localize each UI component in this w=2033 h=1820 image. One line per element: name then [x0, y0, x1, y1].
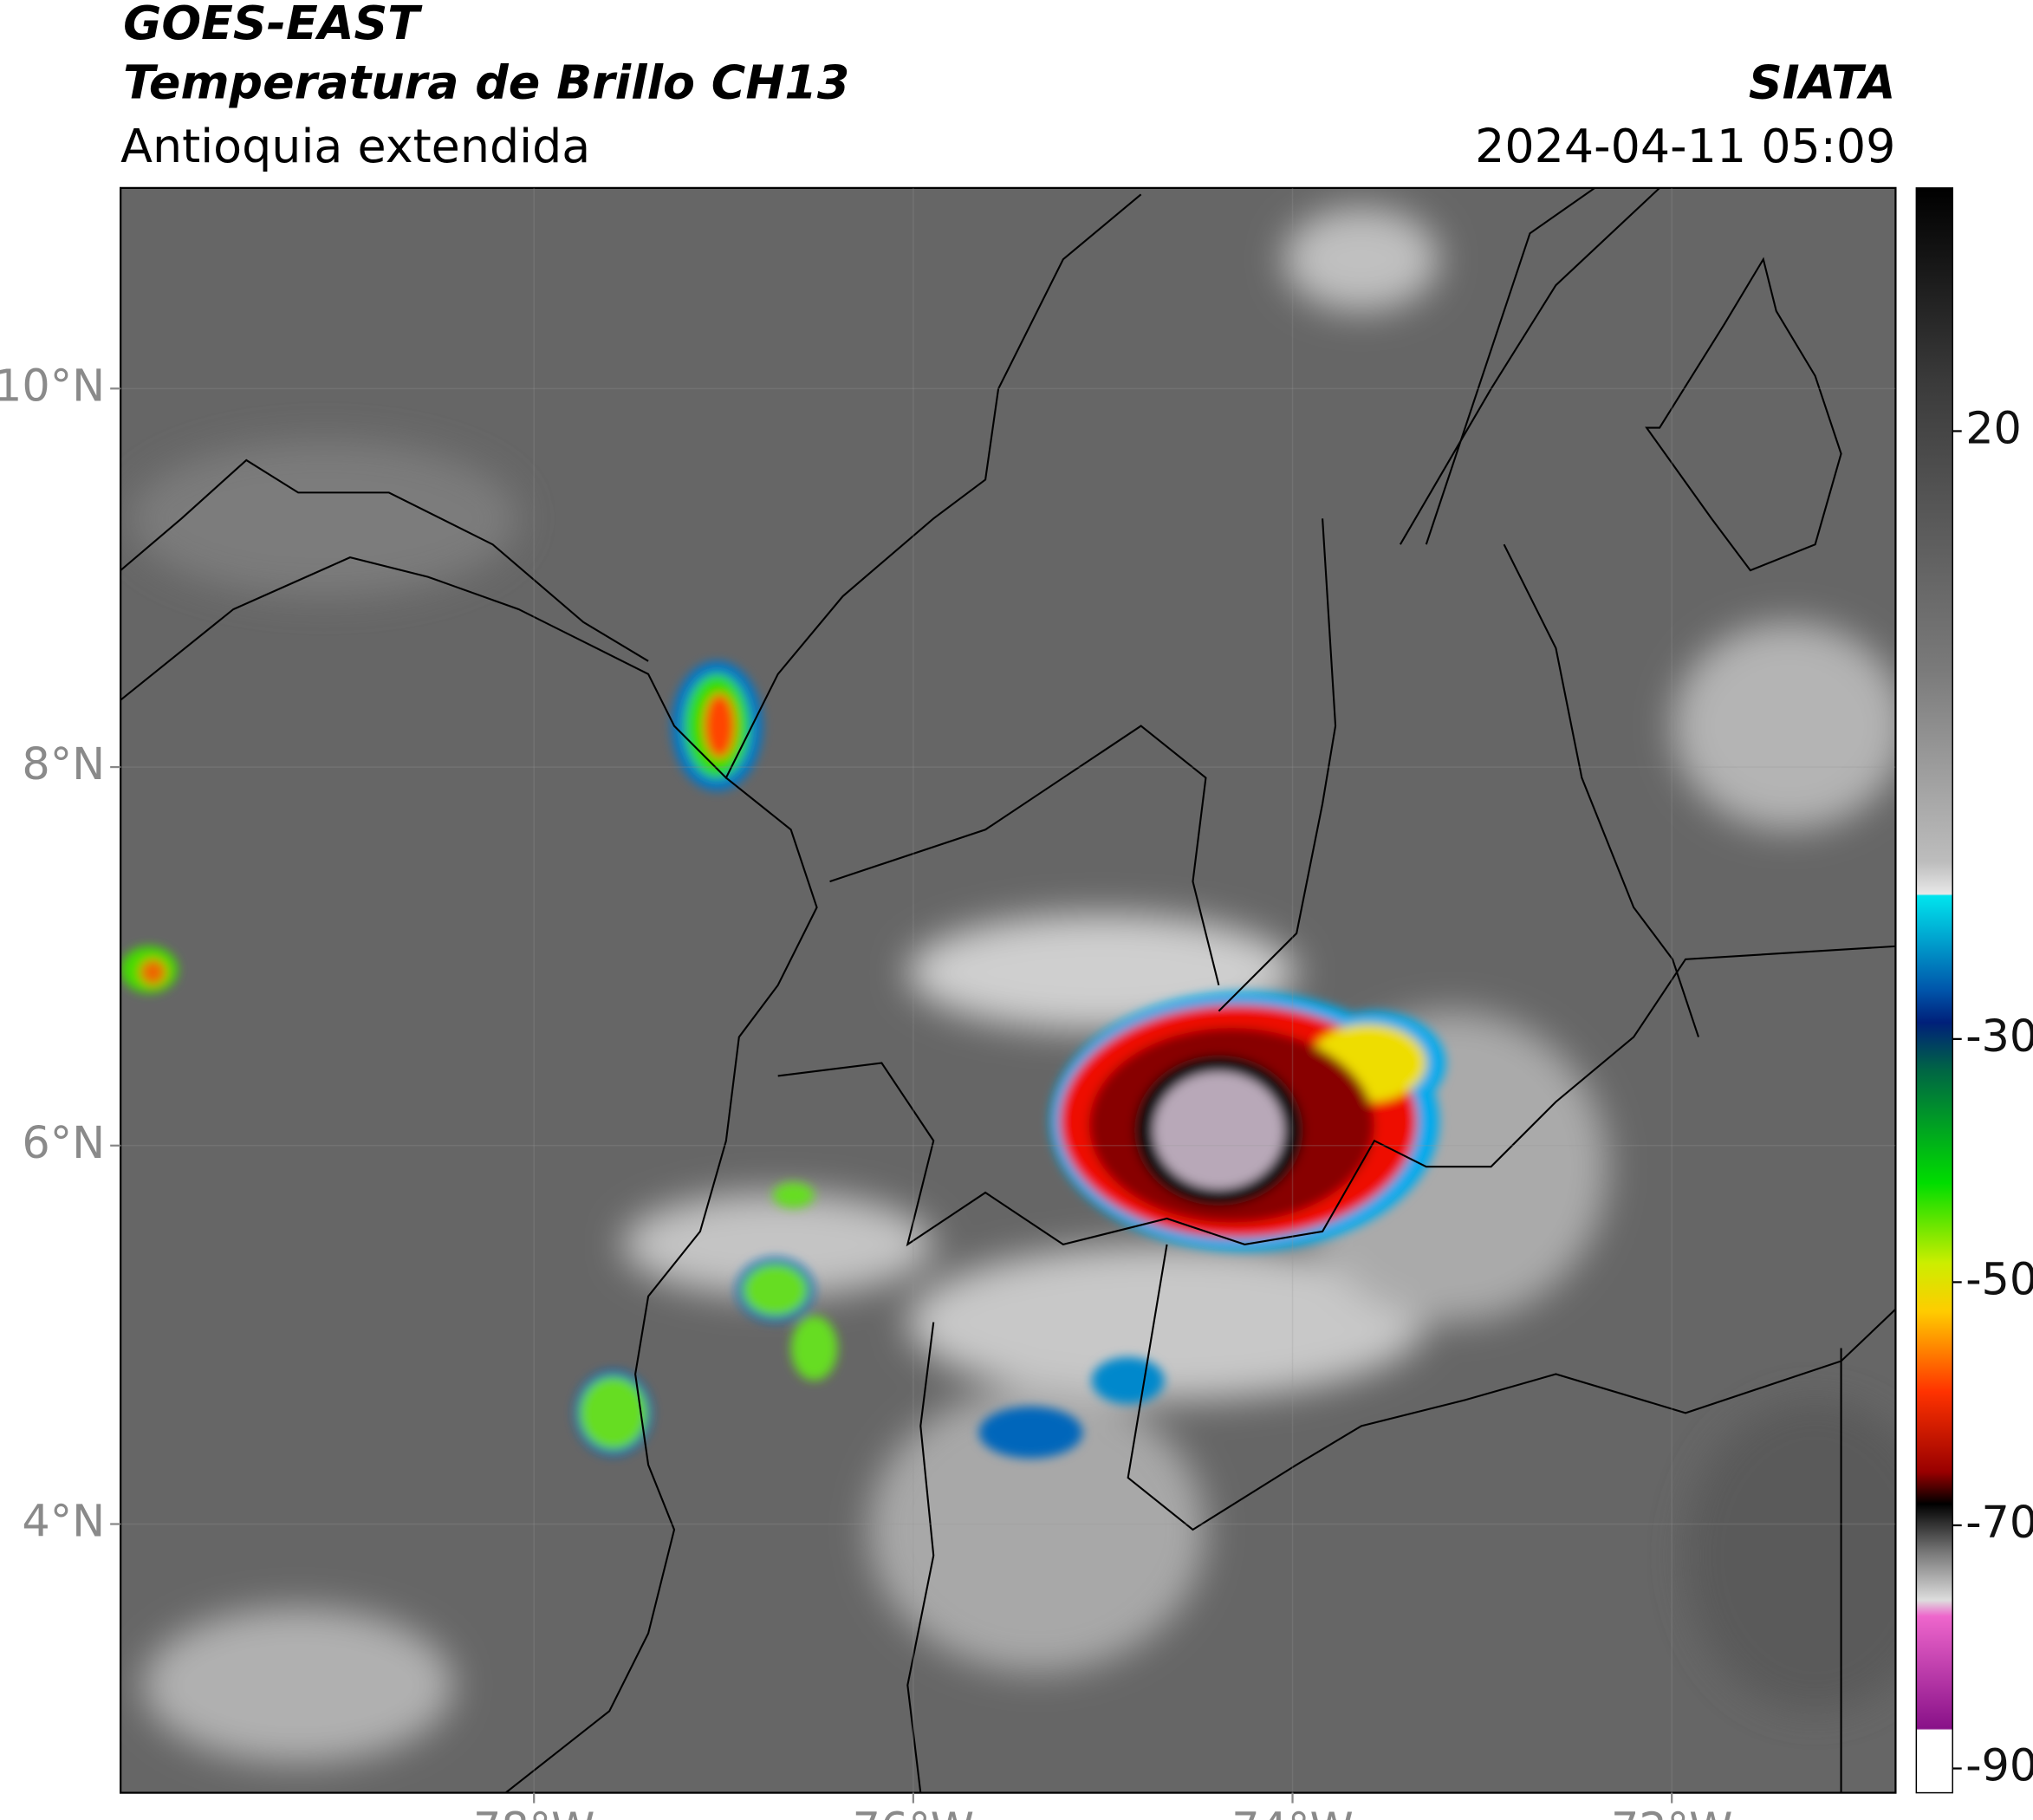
colorbar-tick-label: -70	[1965, 1497, 2033, 1548]
lon-tick-label: 74°W	[1231, 1803, 1353, 1820]
colorbar	[1915, 187, 1953, 1794]
cloud-field	[129, 207, 1896, 1764]
storms	[120, 660, 1446, 1459]
lat-tick-label: 8°N	[22, 738, 105, 790]
region: Antioquia extendida	[120, 119, 590, 173]
source: SIATA	[1749, 55, 1896, 110]
colorbar-tick-label: 20	[1965, 402, 2022, 453]
satellite-image	[120, 187, 1896, 1793]
subtitle: Temperatura de Brillo CH13	[123, 55, 849, 110]
lon-tick-label: 72°W	[1611, 1803, 1732, 1820]
map-frame	[120, 186, 1897, 1794]
borders	[120, 187, 1896, 1793]
lat-tick-label: 6°N	[22, 1117, 105, 1168]
lon-tick-label: 78°W	[473, 1803, 594, 1820]
colorbar-ticks: 20 -30 -50 -70 -90	[1952, 402, 2033, 1791]
lon-tick-label: 76°W	[853, 1803, 974, 1820]
title: GOES-EAST	[123, 0, 423, 50]
colorbar-tick-label: -90	[1965, 1740, 2033, 1791]
lon-ticks: 78°W 76°W 74°W 72°W	[473, 187, 1732, 1820]
lat-ticks: 10°N 8°N 6°N 4°N	[0, 360, 1896, 1547]
datetime: 2024-04-11 05:09	[1475, 119, 1895, 173]
lat-tick-label: 4°N	[22, 1496, 105, 1547]
colorbar-tick-label: -30	[1965, 1011, 2033, 1062]
colorbar-tick-label: -50	[1965, 1253, 2033, 1304]
lat-tick-label: 10°N	[0, 360, 105, 411]
